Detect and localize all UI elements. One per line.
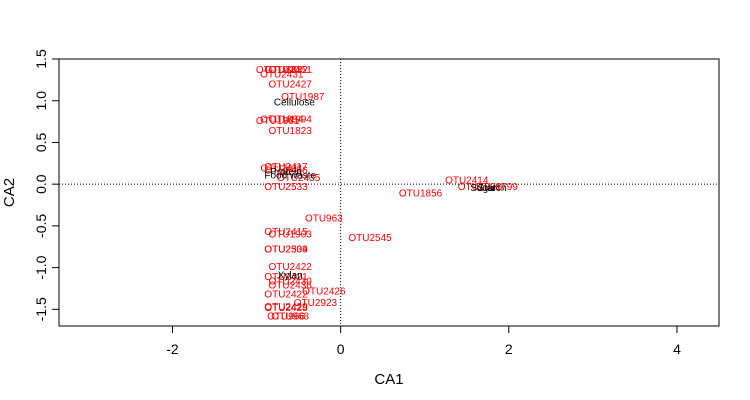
species-label: OTU1990 [256, 65, 300, 76]
species-label: OTU1987 [281, 92, 325, 103]
species-label: OTU2451 [269, 65, 313, 76]
y-tick-label: -1.5 [33, 297, 49, 321]
species-label: OTU2422 [264, 290, 308, 301]
species-label: OTU2426 [302, 286, 346, 297]
y-axis-title: CA2 [1, 178, 18, 207]
y-tick-label: -0.5 [33, 214, 49, 238]
species-label: OTU2427 [269, 79, 313, 90]
species-label: OTU2417 [264, 162, 308, 173]
species-label: OTU1903 [269, 230, 313, 241]
site-label: Food waste [264, 170, 316, 181]
y-tick-label: 1.0 [33, 91, 49, 111]
species-label: OTU1861 [256, 116, 300, 127]
species-label: OTU963 [305, 214, 343, 225]
species-label: OTU2414 [445, 175, 489, 186]
species-label: OTU2429 [264, 302, 308, 313]
site-label: Sugar [470, 183, 497, 194]
species-label: OTU968 [271, 311, 309, 322]
y-tick-label: 0.0 [33, 174, 49, 194]
species-label: OTU2435 [277, 173, 321, 184]
species-label: OTU1856 [399, 189, 443, 200]
species-label: OTU2533 [264, 182, 308, 193]
species-label: OTU2422 [269, 262, 313, 273]
species-label: OTU1994 [269, 114, 313, 125]
x-tick-label: 0 [337, 341, 345, 357]
species-label: OTU1894 [260, 114, 304, 125]
x-axis-title: CA1 [374, 371, 403, 388]
species-label: OTU1823 [269, 126, 313, 137]
y-axis: -1.5 -1.0 -0.5 0.0 0.5 1.0 1.5 [33, 49, 60, 321]
species-label: OTU1832 [264, 65, 308, 76]
species-label: OTU2421 [264, 272, 308, 283]
species-label: OTU2428 [264, 303, 308, 314]
species-label: OTU2411 [260, 164, 303, 175]
site-label: Protein [270, 167, 302, 178]
species-label: OTU2431 [260, 69, 304, 80]
species-label: OTU2534 [264, 245, 308, 256]
species-label: OTU2415 [264, 227, 308, 238]
species-label: OTU1799 [475, 182, 519, 193]
species-label: OTU2456 [264, 165, 308, 176]
x-tick-label: 4 [673, 341, 681, 357]
species-label: OTU966 [267, 311, 305, 322]
species-label: OTU2430 [269, 276, 313, 287]
species-label: OTU2545 [348, 233, 392, 244]
x-axis: -2 0 2 4 [166, 325, 681, 357]
species-label: OTU2923 [294, 298, 338, 309]
x-tick-label: 2 [505, 341, 513, 357]
y-tick-label: 0.5 [33, 132, 49, 152]
y-tick-label: -1.0 [33, 255, 49, 279]
reference-lines [59, 59, 719, 326]
y-tick-label: 1.5 [33, 49, 49, 69]
site-label: Cellulose [274, 98, 316, 109]
plot-frame [58, 58, 720, 327]
site-label: Starch [478, 183, 507, 194]
species-label: OTU2309 [264, 245, 308, 256]
species-label: OTU2436 [269, 280, 313, 291]
species-label: OTU1938 [458, 182, 502, 193]
site-label: Xylan [278, 270, 303, 281]
x-tick-label: -2 [166, 341, 179, 357]
